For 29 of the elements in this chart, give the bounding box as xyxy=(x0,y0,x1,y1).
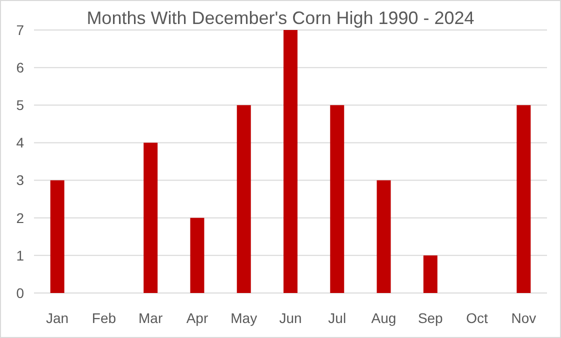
x-tick-label: Apr xyxy=(186,310,208,326)
y-tick-label: 1 xyxy=(16,247,24,264)
x-tick-label: Oct xyxy=(466,310,488,326)
y-tick-label: 3 xyxy=(16,172,24,188)
x-tick-label: Jun xyxy=(279,310,302,326)
bar xyxy=(50,180,64,293)
bar xyxy=(236,105,251,293)
y-tick-label: 0 xyxy=(16,284,24,301)
x-tick-label: Aug xyxy=(371,310,396,326)
bar xyxy=(330,105,344,293)
x-tick-label: Mar xyxy=(138,310,163,326)
x-tick-label: Jul xyxy=(328,310,346,326)
y-tick-label: 6 xyxy=(16,59,24,76)
x-tick-label: Feb xyxy=(92,310,116,326)
y-tick-label: 5 xyxy=(16,97,24,114)
x-tick-label: Sep xyxy=(418,310,444,326)
bar xyxy=(144,142,158,293)
bar xyxy=(423,255,438,293)
bar xyxy=(190,218,204,293)
x-tick-label: Jan xyxy=(46,310,69,326)
bar xyxy=(284,30,298,293)
bar xyxy=(516,105,531,293)
y-tick-label: 4 xyxy=(16,134,24,151)
bar xyxy=(376,180,391,293)
chart-title: Months With December's Corn High 1990 - 2024 xyxy=(86,8,474,28)
x-tick-label: Nov xyxy=(511,310,536,326)
x-tick-label: May xyxy=(230,310,258,326)
y-tick-label: 7 xyxy=(16,22,24,38)
y-tick-label: 2 xyxy=(16,210,24,226)
